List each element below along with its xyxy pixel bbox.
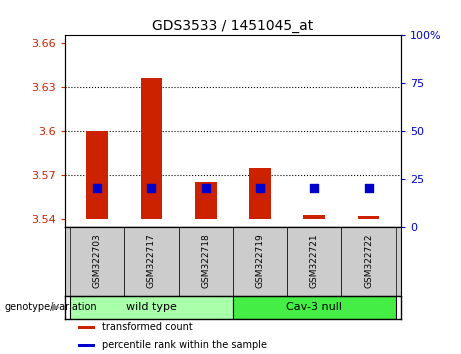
Text: ▶: ▶ xyxy=(52,302,59,312)
Point xyxy=(311,185,318,191)
Bar xyxy=(124,227,178,296)
Point xyxy=(148,185,155,191)
Text: GSM322719: GSM322719 xyxy=(255,234,265,289)
Text: transformed count: transformed count xyxy=(101,322,192,332)
Text: GSM322718: GSM322718 xyxy=(201,234,210,289)
Bar xyxy=(178,227,233,296)
Text: percentile rank within the sample: percentile rank within the sample xyxy=(101,340,266,350)
Bar xyxy=(195,182,217,219)
Bar xyxy=(70,296,233,319)
Text: wild type: wild type xyxy=(126,302,177,312)
Text: GSM322721: GSM322721 xyxy=(310,234,319,289)
Bar xyxy=(233,227,287,296)
Bar xyxy=(70,227,124,296)
Text: GSM322717: GSM322717 xyxy=(147,234,156,289)
Bar xyxy=(86,131,108,219)
Point xyxy=(202,185,209,191)
Bar xyxy=(287,227,341,296)
Bar xyxy=(303,215,325,219)
Text: genotype/variation: genotype/variation xyxy=(5,302,97,312)
Bar xyxy=(358,216,379,219)
Point xyxy=(94,185,101,191)
Text: Cav-3 null: Cav-3 null xyxy=(286,302,342,312)
Text: GSM322703: GSM322703 xyxy=(93,234,101,289)
Title: GDS3533 / 1451045_at: GDS3533 / 1451045_at xyxy=(152,19,313,33)
Point xyxy=(256,185,264,191)
Bar xyxy=(78,326,95,329)
Point xyxy=(365,185,372,191)
Bar xyxy=(249,168,271,219)
Text: GSM322722: GSM322722 xyxy=(364,234,373,288)
Bar xyxy=(78,344,95,347)
Bar xyxy=(233,296,396,319)
Bar xyxy=(141,78,162,219)
Bar xyxy=(341,227,396,296)
